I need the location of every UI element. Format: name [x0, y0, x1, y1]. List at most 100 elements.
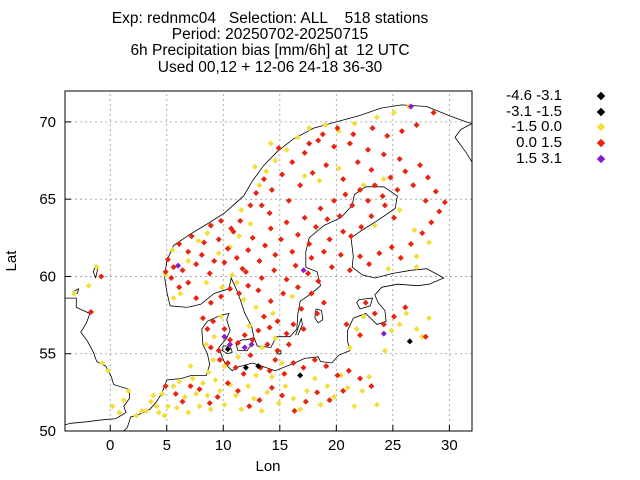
station-marker — [272, 157, 279, 164]
station-marker — [266, 324, 273, 331]
station-marker — [379, 193, 386, 200]
station-marker — [308, 254, 315, 261]
coastline-segment — [314, 308, 324, 324]
station-marker — [358, 224, 365, 230]
y-tick-label: 65 — [39, 191, 56, 208]
station-marker — [419, 230, 426, 237]
station-marker — [407, 241, 414, 247]
station-marker — [170, 264, 177, 271]
station-marker — [374, 401, 381, 408]
station-marker — [432, 188, 439, 195]
station-marker — [422, 197, 429, 204]
station-marker — [396, 321, 403, 328]
station-marker — [236, 233, 243, 240]
station-marker — [334, 372, 341, 379]
station-marker — [380, 176, 387, 183]
station-marker — [168, 275, 175, 281]
station-marker — [403, 310, 410, 317]
station-marker — [246, 322, 253, 329]
station-marker — [185, 258, 192, 264]
station-marker — [272, 251, 279, 258]
station-marker — [204, 326, 211, 332]
grid-lines — [65, 91, 472, 432]
station-marker — [342, 191, 349, 198]
station-marker — [374, 114, 381, 121]
station-marker — [297, 182, 304, 189]
station-marker — [247, 220, 254, 227]
station-marker — [308, 290, 315, 297]
station-marker — [297, 406, 304, 413]
station-marker — [371, 310, 378, 317]
station-marker — [289, 248, 296, 255]
legend-item: -4.6 -3.1 — [488, 88, 618, 104]
station-marker — [411, 227, 418, 234]
station-marker — [362, 299, 369, 306]
station-marker — [161, 412, 168, 419]
station-marker — [211, 333, 218, 340]
station-marker — [224, 380, 231, 387]
station-marker — [211, 258, 218, 264]
station-marker — [398, 128, 405, 135]
station-marker — [388, 244, 395, 251]
station-marker — [315, 278, 322, 285]
station-marker — [104, 367, 111, 374]
station-marker — [441, 199, 448, 206]
station-marker — [218, 293, 225, 300]
station-marker — [324, 383, 331, 390]
station-marker — [300, 267, 307, 274]
station-marker — [340, 176, 347, 183]
station-marker — [216, 356, 223, 363]
station-marker — [224, 346, 231, 353]
legend-item: 1.5 3.1 — [488, 151, 618, 167]
station-marker — [245, 282, 252, 289]
station-marker — [241, 332, 248, 339]
station-marker — [193, 261, 200, 268]
station-marker — [237, 217, 244, 224]
station-marker — [164, 403, 171, 410]
station-marker — [300, 326, 307, 332]
station-marker — [283, 276, 290, 283]
station-marker — [413, 122, 420, 128]
x-axis-label: Lon — [255, 458, 280, 475]
station-marker — [283, 330, 290, 337]
station-marker — [306, 125, 313, 132]
station-marker — [360, 313, 367, 320]
station-marker — [436, 208, 443, 215]
station-marker — [224, 245, 231, 252]
station-marker — [224, 360, 231, 366]
station-marker — [253, 372, 260, 379]
station-marker — [396, 207, 403, 213]
station-marker — [283, 219, 290, 226]
station-marker — [289, 293, 296, 300]
station-marker — [170, 295, 177, 302]
station-marker — [268, 384, 275, 391]
station-marker — [311, 375, 318, 382]
station-marker — [203, 279, 210, 286]
station-marker — [255, 287, 262, 294]
station-marker — [416, 162, 423, 169]
station-marker — [331, 394, 338, 400]
station-marker — [303, 387, 310, 394]
station-marker — [314, 389, 321, 396]
station-marker — [381, 202, 388, 209]
station-marker — [300, 364, 307, 371]
station-marker — [218, 313, 225, 320]
station-marker — [169, 247, 176, 254]
station-marker — [324, 216, 331, 223]
station-marker — [348, 233, 355, 240]
station-marker — [246, 403, 253, 410]
station-marker — [258, 344, 265, 351]
legend-label: 1.5 3.1 — [516, 149, 562, 167]
station-marker — [340, 387, 347, 394]
station-marker — [359, 387, 366, 394]
station-marker — [281, 370, 288, 377]
station-marker — [426, 315, 433, 322]
station-marker — [204, 230, 211, 237]
coastline-segment — [122, 427, 128, 431]
station-marker — [251, 163, 258, 170]
station-marker — [242, 364, 249, 371]
station-marker — [206, 270, 213, 277]
station-marker — [264, 389, 271, 396]
x-tick-label: 0 — [106, 437, 114, 454]
station-marker — [221, 363, 228, 370]
